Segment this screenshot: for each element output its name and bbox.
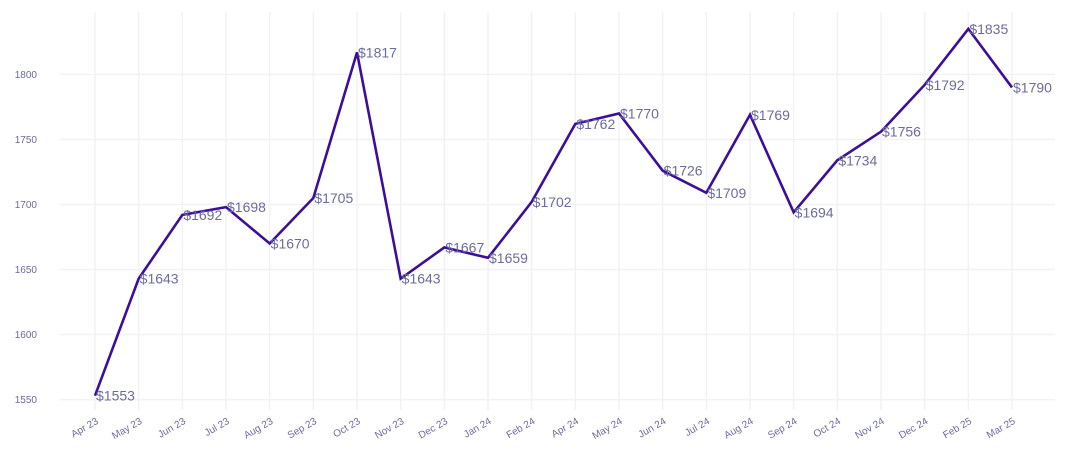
grid: [60, 12, 1055, 410]
x-tick-label: Jun 23: [156, 416, 188, 441]
y-axis-ticks: 1550 1600 1650 1700 1750 1800: [15, 70, 38, 406]
y-tick-label: 1750: [15, 135, 38, 146]
x-tick-label: Feb 25: [941, 416, 974, 441]
y-tick-label: 1700: [15, 200, 38, 211]
data-label: $1643: [140, 271, 179, 287]
x-tick-label: Jun 24: [637, 416, 669, 441]
data-label: $1734: [838, 152, 877, 168]
data-label: $1667: [445, 239, 484, 255]
x-tick-label: Apr 23: [69, 416, 100, 440]
x-tick-label: Jul 24: [683, 416, 712, 439]
x-tick-label: Aug 23: [242, 416, 275, 442]
x-tick-label: Sep 24: [766, 416, 799, 442]
data-label: $1769: [751, 107, 790, 123]
data-label: $1792: [926, 77, 965, 93]
data-label: $1694: [795, 204, 834, 220]
data-label: $1698: [227, 199, 266, 215]
x-tick-label: Dec 24: [897, 416, 930, 442]
x-tick-label: Oct 23: [331, 416, 362, 440]
x-tick-label: Feb 24: [505, 416, 538, 441]
data-label: $1692: [183, 207, 222, 223]
x-tick-label: Oct 24: [812, 416, 843, 440]
y-tick-label: 1550: [15, 395, 38, 406]
x-tick-label: May 24: [591, 416, 625, 442]
x-tick-label: Nov 24: [854, 416, 887, 442]
data-label: $1702: [533, 194, 572, 210]
data-labels: $1553 $1643 $1692 $1698 $1670 $1705 $1817 $1643…: [94, 21, 1052, 404]
x-tick-label: Aug 24: [723, 416, 756, 442]
x-tick-label: May 23: [110, 416, 144, 442]
y-tick-label: 1800: [15, 70, 38, 81]
x-tick-label: Jul 23: [203, 416, 232, 439]
x-tick-label: Dec 23: [417, 416, 450, 442]
data-label: $1790: [1013, 79, 1052, 95]
x-tick-label: Jan 24: [462, 416, 494, 441]
series-line: [93, 26, 1014, 397]
data-label: $1659: [489, 250, 528, 266]
data-label: $1756: [882, 124, 921, 140]
data-label: $1762: [576, 116, 615, 132]
data-label: $1705: [314, 190, 353, 206]
x-tick-label: Apr 24: [550, 416, 581, 440]
data-label: $1835: [969, 21, 1008, 37]
x-tick-label: Mar 25: [985, 416, 1018, 441]
data-label: $1709: [707, 185, 746, 201]
data-label: $1726: [664, 163, 703, 179]
x-tick-label: Sep 23: [286, 416, 319, 442]
data-label: $1770: [620, 105, 659, 121]
x-tick-label: Nov 23: [373, 416, 406, 442]
data-label: $1670: [271, 236, 310, 252]
y-tick-label: 1600: [15, 330, 38, 341]
data-label: $1817: [358, 44, 397, 60]
data-label: $1643: [402, 271, 441, 287]
y-tick-label: 1650: [15, 265, 38, 276]
x-axis-ticks: Apr 23 May 23 Jun 23 Jul 23 Aug 23 Sep 23 Oct …: [69, 416, 1017, 442]
data-label: $1553: [96, 388, 135, 404]
